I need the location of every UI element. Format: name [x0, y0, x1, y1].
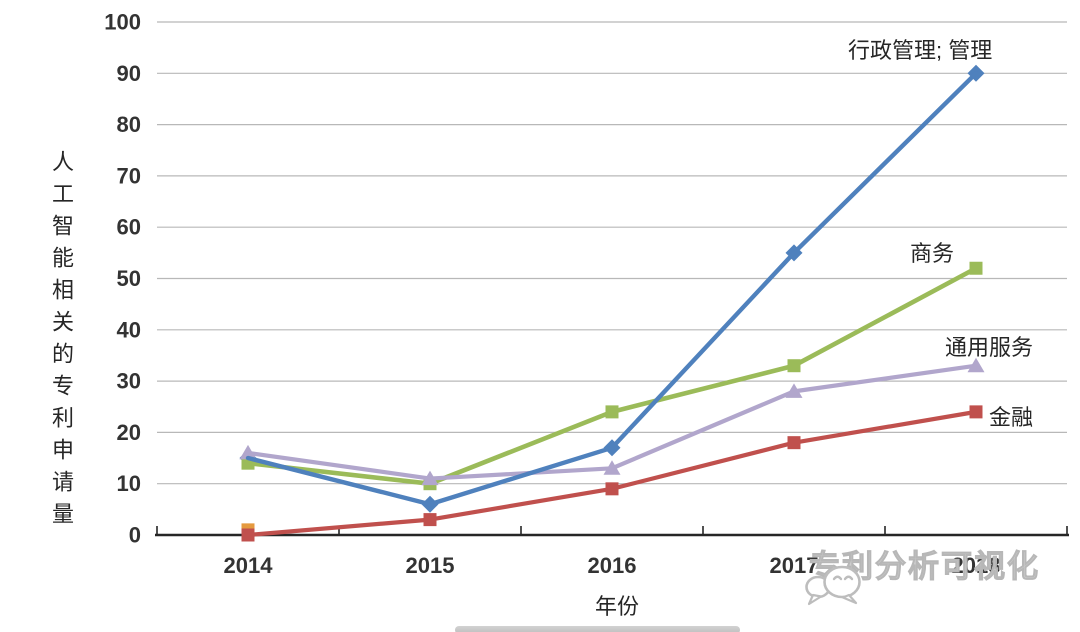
svg-text:2017: 2017 — [770, 553, 819, 578]
svg-text:80: 80 — [117, 112, 141, 137]
svg-text:70: 70 — [117, 163, 141, 188]
series-markers-1 — [241, 261, 983, 491]
svg-text:60: 60 — [117, 215, 141, 240]
series-label-finance: 金融 — [989, 405, 1034, 430]
x-axis — [155, 526, 1069, 537]
series-label-admin-management: 行政管理; 管理 — [848, 38, 993, 63]
series-markers-2 — [239, 357, 985, 486]
x-axis-tick-labels: 2014 2015 2016 2017 2018 — [224, 553, 1001, 578]
svg-text:2014: 2014 — [224, 553, 274, 578]
svg-text:2015: 2015 — [406, 553, 455, 578]
series-label-business: 商务 — [910, 241, 955, 266]
svg-text:30: 30 — [117, 369, 141, 394]
svg-text:100: 100 — [104, 10, 141, 35]
y-axis-tick-labels: 0 10 20 30 40 50 60 70 80 90 100 — [104, 10, 141, 548]
svg-text:50: 50 — [117, 266, 141, 291]
watermark: 专利分析可视化 — [803, 551, 1040, 606]
cropped-caption-bar — [455, 626, 740, 632]
svg-text:2018: 2018 — [952, 553, 1001, 578]
series-label-general-services: 通用服务 — [945, 335, 1034, 360]
series-line-0 — [245, 71, 979, 507]
y-axis-title: 人工智能相关的专利申请量 — [49, 150, 74, 534]
svg-text:0: 0 — [129, 523, 141, 548]
svg-text:2016: 2016 — [588, 553, 637, 578]
series-markers-3 — [241, 405, 983, 542]
wechat-icon — [805, 565, 861, 606]
x-axis-title: 年份 — [594, 594, 639, 619]
svg-text:40: 40 — [117, 317, 141, 342]
svg-text:10: 10 — [117, 471, 141, 496]
svg-text:20: 20 — [117, 420, 141, 445]
gridlines — [157, 21, 1067, 485]
svg-text:90: 90 — [117, 61, 141, 86]
